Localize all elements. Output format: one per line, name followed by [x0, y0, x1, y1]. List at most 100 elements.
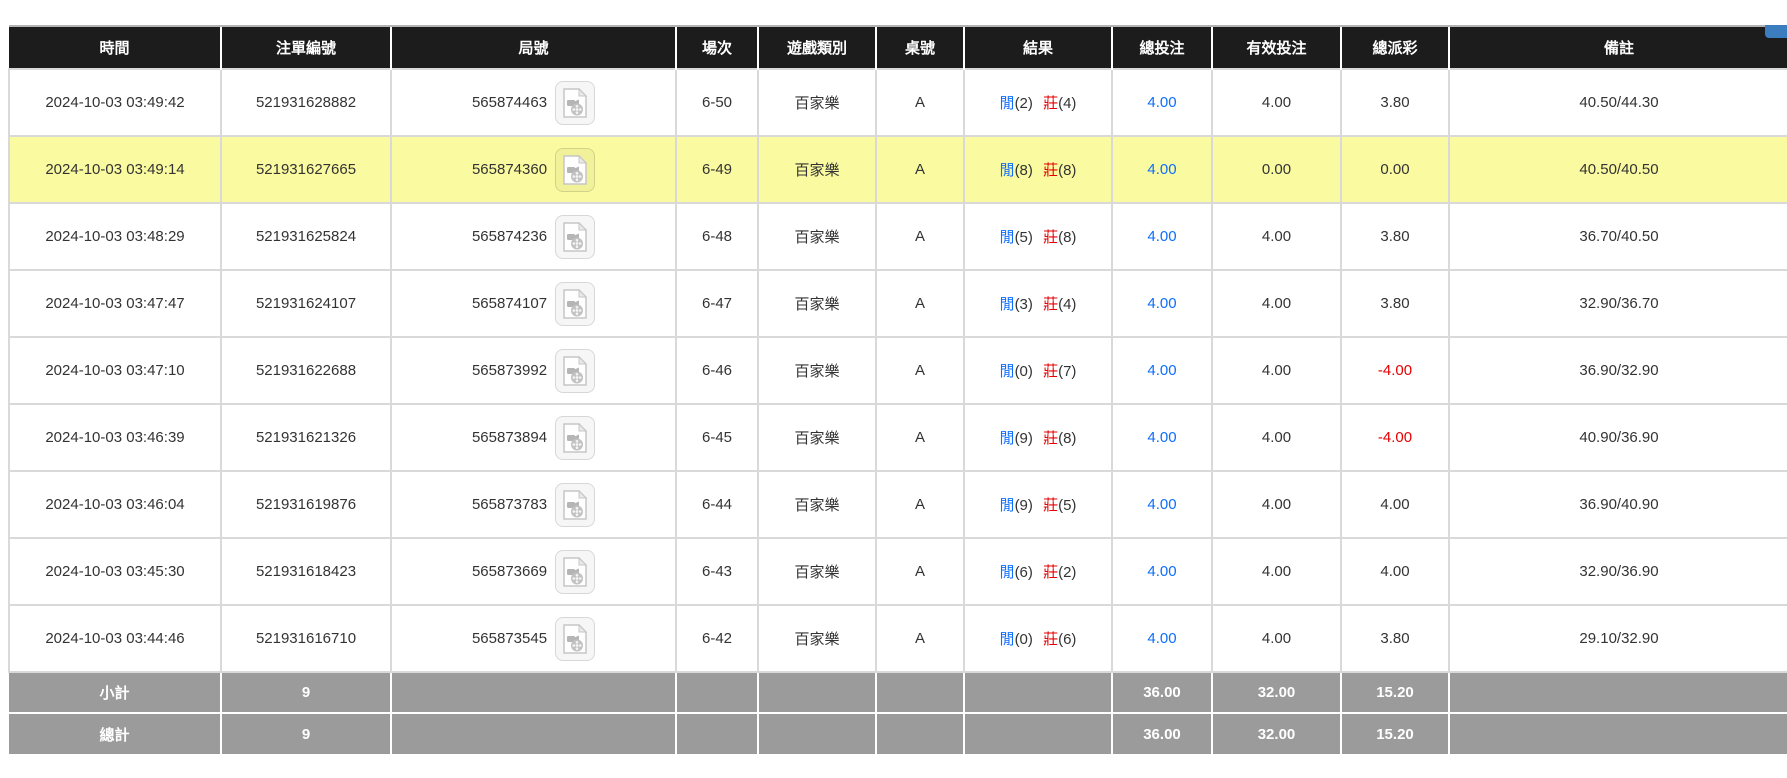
remark-cell: 32.90/36.70	[1448, 269, 1787, 337]
time-cell: 2024-10-03 03:46:04	[8, 470, 221, 538]
video-replay-button[interactable]	[555, 281, 596, 326]
video-replay-button[interactable]	[555, 616, 596, 661]
top-right-button[interactable]	[1765, 25, 1787, 38]
round-id-cell: 565873669	[390, 537, 676, 605]
result-cell: 閒(8) 莊(8)	[963, 135, 1112, 203]
result-banker: 莊(6)	[1043, 631, 1077, 648]
game-type-cell: 百家樂	[757, 537, 876, 605]
result-player: 閒(8)	[999, 162, 1033, 179]
table-header: 時間 注單編號 局號 場次 遊戲類別 桌號 結果 總投注 有效投注 總派彩 備註	[9, 25, 1787, 69]
header-time: 時間	[9, 25, 221, 69]
video-replay-button[interactable]	[555, 147, 596, 192]
header-result: 結果	[963, 25, 1112, 69]
subtotal-valid-bet: 32.00	[1211, 671, 1341, 713]
payout-cell: 4.00	[1340, 470, 1449, 538]
total-count: 9	[220, 712, 391, 754]
valid-bet-cell: 4.00	[1211, 403, 1341, 471]
total-bet-cell: 4.00	[1111, 202, 1212, 270]
bet-id-cell: 521931627665	[220, 135, 391, 203]
round-id-value: 565873669	[471, 563, 548, 580]
video-file-icon	[562, 556, 588, 587]
header-bet-id: 注單編號	[220, 25, 391, 69]
session-cell: 6-45	[675, 403, 758, 471]
header-round-id: 局號	[390, 25, 676, 69]
bet-id-cell: 521931616710	[220, 604, 391, 672]
total-label: 總計	[9, 712, 221, 754]
round-id-value: 565874360	[471, 161, 548, 178]
video-file-icon	[562, 355, 588, 386]
header-valid-bet: 有效投注	[1211, 25, 1341, 69]
result-banker: 莊(8)	[1043, 430, 1077, 447]
result-player: 閒(3)	[999, 296, 1033, 313]
video-file-icon	[562, 422, 588, 453]
valid-bet-cell: 4.00	[1211, 336, 1341, 404]
table-no-cell: A	[875, 68, 964, 136]
payout-cell: 3.80	[1340, 202, 1449, 270]
header-game-type: 遊戲類別	[757, 25, 876, 69]
round-id-value: 565873894	[471, 429, 548, 446]
payout-cell: 3.80	[1340, 68, 1449, 136]
game-type-cell: 百家樂	[757, 68, 876, 136]
valid-bet-cell: 4.00	[1211, 269, 1341, 337]
game-type-cell: 百家樂	[757, 269, 876, 337]
result-banker: 莊(2)	[1043, 564, 1077, 581]
result-cell: 閒(2) 莊(4)	[963, 68, 1112, 136]
result-cell: 閒(9) 莊(8)	[963, 403, 1112, 471]
result-banker: 莊(8)	[1043, 229, 1077, 246]
subtotal-payout: 15.20	[1340, 671, 1449, 713]
time-cell: 2024-10-03 03:45:30	[8, 537, 221, 605]
video-replay-button[interactable]	[555, 80, 596, 125]
bet-id-cell: 521931618423	[220, 537, 391, 605]
table-row: 2024-10-03 03:49:42 521931628882 5658744…	[8, 68, 1787, 136]
remark-cell: 36.70/40.50	[1448, 202, 1787, 270]
session-cell: 6-47	[675, 269, 758, 337]
total-valid-bet: 32.00	[1211, 712, 1341, 754]
total-bet-cell: 4.00	[1111, 403, 1212, 471]
table-row: 2024-10-03 03:49:14 521931627665 5658743…	[8, 135, 1787, 203]
total-payout: 15.20	[1340, 712, 1449, 754]
result-banker: 莊(5)	[1043, 497, 1077, 514]
bet-id-cell: 521931621326	[220, 403, 391, 471]
header-remark: 備註	[1448, 25, 1787, 69]
video-replay-button[interactable]	[555, 214, 596, 259]
total-bet-cell: 4.00	[1111, 269, 1212, 337]
round-id-cell: 565874236	[390, 202, 676, 270]
round-id-cell: 565874107	[390, 269, 676, 337]
result-player: 閒(0)	[999, 631, 1033, 648]
header-session: 場次	[675, 25, 758, 69]
table-row: 2024-10-03 03:44:46 521931616710 5658735…	[8, 604, 1787, 672]
video-file-icon	[562, 87, 588, 118]
video-file-icon	[562, 489, 588, 520]
game-type-cell: 百家樂	[757, 135, 876, 203]
result-player: 閒(2)	[999, 95, 1033, 112]
total-bet-cell: 4.00	[1111, 470, 1212, 538]
remark-cell: 40.50/40.50	[1448, 135, 1787, 203]
video-replay-button[interactable]	[555, 415, 596, 460]
time-cell: 2024-10-03 03:47:47	[8, 269, 221, 337]
game-type-cell: 百家樂	[757, 202, 876, 270]
total-total-bet: 36.00	[1111, 712, 1212, 754]
table-row: 2024-10-03 03:48:29 521931625824 5658742…	[8, 202, 1787, 270]
result-cell: 閒(0) 莊(7)	[963, 336, 1112, 404]
table-no-cell: A	[875, 202, 964, 270]
table-summary: 小計 9 36.00 32.00 15.20 總計 9 36.00 32.00 …	[9, 671, 1787, 754]
result-banker: 莊(4)	[1043, 296, 1077, 313]
time-cell: 2024-10-03 03:49:42	[8, 68, 221, 136]
round-id-value: 565873992	[471, 362, 548, 379]
result-banker: 莊(4)	[1043, 95, 1077, 112]
round-id-cell: 565874463	[390, 68, 676, 136]
video-replay-button[interactable]	[555, 482, 596, 527]
video-replay-button[interactable]	[555, 549, 596, 594]
result-player: 閒(5)	[999, 229, 1033, 246]
time-cell: 2024-10-03 03:44:46	[8, 604, 221, 672]
subtotal-count: 9	[220, 671, 391, 713]
video-file-icon	[562, 154, 588, 185]
remark-cell: 40.90/36.90	[1448, 403, 1787, 471]
result-player: 閒(9)	[999, 497, 1033, 514]
video-replay-button[interactable]	[555, 348, 596, 393]
bet-records-table: 時間 注單編號 局號 場次 遊戲類別 桌號 結果 總投注 有效投注 總派彩 備註…	[8, 25, 1787, 754]
valid-bet-cell: 4.00	[1211, 537, 1341, 605]
table-row: 2024-10-03 03:46:04 521931619876 5658737…	[8, 470, 1787, 538]
remark-cell: 36.90/40.90	[1448, 470, 1787, 538]
table-no-cell: A	[875, 470, 964, 538]
